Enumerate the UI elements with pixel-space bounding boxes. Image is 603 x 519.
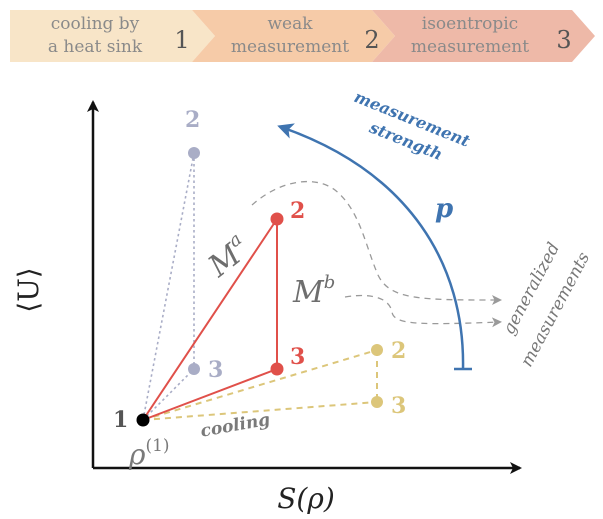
generalized-measurement-curves (251, 180, 502, 328)
origin-state-superscript: (1) (145, 436, 169, 456)
stage-2-line-1: weak (267, 14, 313, 34)
map-b-dashed-curve (344, 294, 502, 328)
map-b-label: Mb (292, 272, 335, 310)
stage-3-line-1: isoentropic (422, 14, 518, 34)
stage-3-chevron (372, 10, 595, 62)
stage-banner: cooling by a heat sink 1 weak measuremen… (10, 10, 595, 62)
red-cycle: 2 3 (142, 198, 305, 421)
gray-point-3 (188, 363, 200, 375)
red-point-3 (270, 362, 284, 376)
gray-edge-1-3 (142, 368, 195, 421)
yellow-label-2: 2 (391, 338, 406, 364)
yellow-point-3 (371, 396, 383, 408)
stage-2-line-2: measurement (231, 37, 349, 57)
origin-state-base: ρ (128, 438, 146, 471)
measurement-strength-arrow: measurement strength p (277, 87, 473, 371)
stage-1-chevron (10, 10, 215, 62)
stage-1-line-1: cooling by (51, 14, 140, 34)
x-axis-label: S(ρ) (277, 482, 335, 515)
origin-point-group: 1 ρ(1) (113, 407, 170, 471)
red-edge-1-3 (142, 368, 278, 421)
stage-3-line-2: measurement (411, 37, 529, 57)
stage-2-number: 2 (364, 26, 379, 54)
gray-point-2 (188, 147, 200, 159)
origin-state-label: ρ(1) (128, 436, 170, 471)
gray-label-2: 2 (185, 107, 200, 133)
p-symbol: p (435, 194, 453, 224)
yellow-label-3: 3 (391, 393, 406, 419)
stage-3-number: 3 (556, 26, 571, 54)
map-b-base: M (292, 275, 325, 310)
red-edge-1-2 (142, 218, 278, 421)
y-axis-label: ⟨U⟩ (12, 267, 45, 312)
red-label-3: 3 (290, 344, 305, 370)
stage-1-line-2: a heat sink (48, 37, 143, 57)
axes: ⟨U⟩ S(ρ) (12, 100, 522, 515)
red-point-2 (270, 212, 284, 226)
gray-label-3: 3 (208, 357, 223, 383)
gray-cycle: 2 3 (142, 107, 223, 421)
map-b-superscript: b (324, 272, 336, 293)
red-label-2: 2 (290, 198, 305, 224)
yellow-cycle: 2 3 (142, 338, 406, 421)
measurement-strength-arc (277, 123, 465, 370)
stage-2-chevron (192, 10, 395, 62)
map-a-label: Ma (199, 229, 256, 285)
gray-edge-1-2 (142, 152, 195, 421)
map-a-dashed-curve (251, 180, 502, 305)
yellow-edge-1-2 (142, 349, 378, 421)
yellow-point-2 (371, 344, 383, 356)
stage-1-number: 1 (174, 26, 189, 54)
origin-point-1 (136, 413, 150, 427)
origin-label-1: 1 (113, 407, 128, 433)
generalized-measurements-label: generalized measurements (499, 239, 594, 370)
